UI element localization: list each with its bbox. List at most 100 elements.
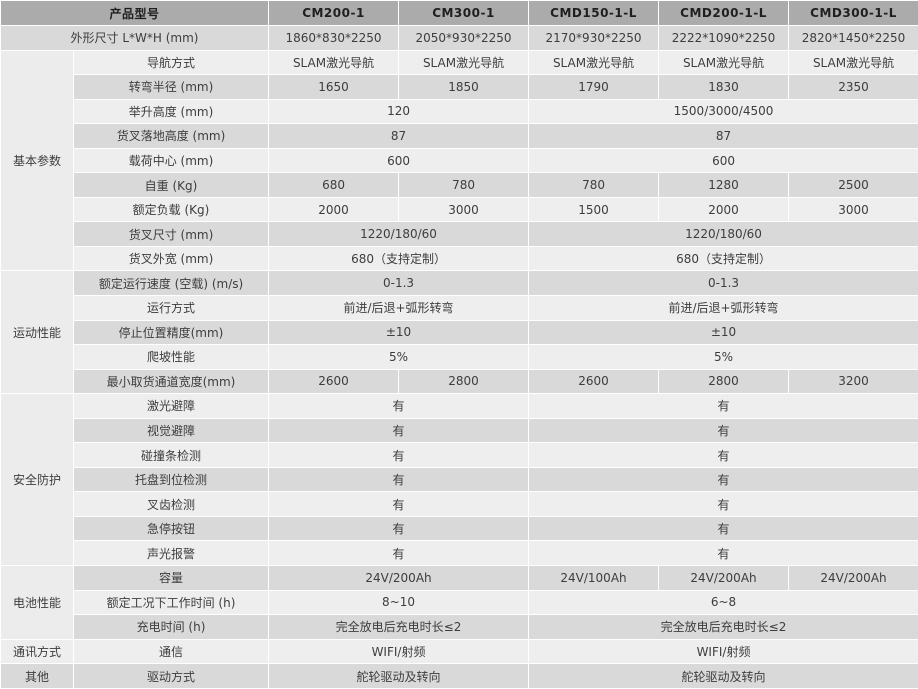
table-row: 额定负载 (Kg) 2000 3000 1500 2000 3000 — [1, 196, 918, 223]
value-cell: 完全放电后充电时长≤2 — [528, 614, 918, 640]
value-cell: 舵轮驱动及转向 — [268, 663, 530, 689]
param-label-cell: 容量 — [72, 565, 270, 591]
table-row: 托盘到位检测有有 — [1, 466, 918, 493]
value-cell: 有 — [528, 491, 918, 517]
param-label-cell: 声光报警 — [72, 540, 270, 567]
value-cell: 1790 — [528, 74, 660, 100]
value-cell: 24V/200Ah — [788, 565, 918, 591]
value-cell: 有 — [528, 393, 918, 419]
table-row: 货叉外宽 (mm) 680（支持定制） 680（支持定制） — [1, 245, 918, 272]
table-row: 载荷中心 (mm) 600 600 — [1, 147, 918, 174]
column-header: CMD150-1-L — [528, 0, 660, 26]
group-label-cell: 基本参数 — [0, 49, 74, 272]
column-header: CM200-1 — [268, 0, 400, 26]
value-cell: 有 — [528, 466, 918, 493]
corner-header: 产品型号 — [0, 0, 270, 26]
table-row: 爬坡性能 5% 5% — [1, 344, 918, 370]
value-cell: 有 — [268, 540, 530, 567]
param-label-cell: 激光避障 — [72, 393, 270, 419]
value-cell: 600 — [268, 147, 530, 174]
header-row: 产品型号 CM200-1 CM300-1 CMD150-1-L CMD200-1-L CM… — [0, 0, 918, 26]
value-cell: 2222*1090*2250 — [658, 25, 790, 51]
value-cell: SLAM激光导航 — [788, 49, 918, 76]
value-cell: 600 — [528, 147, 918, 174]
value-cell: SLAM激光导航 — [658, 49, 790, 76]
table-row: 额定工况下工作时间 (h) 8~10 6~8 — [1, 589, 918, 616]
param-label-cell: 转弯半径 (mm) — [72, 74, 270, 100]
table-row: 其他 驱动方式 舵轮驱动及转向 舵轮驱动及转向 — [0, 663, 918, 689]
value-cell: 有 — [268, 417, 530, 444]
value-cell: 24V/200Ah — [268, 565, 530, 591]
value-cell: 3000 — [398, 196, 530, 223]
param-label-cell: 举升高度 (mm) — [72, 98, 270, 125]
value-cell: 2600 — [528, 368, 660, 395]
value-cell: 有 — [268, 515, 530, 542]
value-cell: 1280 — [658, 172, 790, 198]
value-cell: 舵轮驱动及转向 — [528, 663, 918, 689]
group-label-cell: 安全防护 — [0, 393, 74, 567]
param-label-cell: 叉齿检测 — [72, 491, 270, 517]
value-cell: 1850 — [398, 74, 530, 100]
value-cell: 24V/100Ah — [528, 565, 660, 591]
value-cell: 完全放电后充电时长≤2 — [268, 614, 530, 640]
table-row: 停止位置精度(mm) ±10 ±10 — [1, 319, 918, 346]
value-cell: ±10 — [268, 319, 530, 346]
column-header: CM300-1 — [398, 0, 530, 26]
param-label-cell: 托盘到位检测 — [72, 466, 270, 493]
value-cell: 87 — [528, 123, 918, 149]
value-cell: 1500/3000/4500 — [528, 98, 918, 125]
value-cell: 有 — [268, 393, 530, 419]
spec-table-body: 外形尺寸 L*W*H (mm) 1860*830*2250 2050*930*225… — [0, 25, 918, 689]
value-cell: 2050*930*2250 — [398, 25, 530, 51]
table-row: 外形尺寸 L*W*H (mm) 1860*830*2250 2050*930*225… — [0, 25, 918, 51]
group-label-cell: 电池性能 — [0, 565, 74, 640]
table-row: 通讯方式 通信 WIFI/射频 WIFI/射频 — [0, 638, 918, 665]
value-cell: 2600 — [268, 368, 400, 395]
param-label-cell: 导航方式 — [72, 49, 270, 76]
group-label-cell: 其他 — [0, 663, 74, 689]
value-cell: 有 — [268, 466, 530, 493]
param-label-cell: 爬坡性能 — [72, 344, 270, 370]
value-cell: SLAM激光导航 — [268, 49, 400, 76]
param-label-cell: 货叉外宽 (mm) — [72, 245, 270, 272]
value-cell: 1830 — [658, 74, 790, 100]
column-header: CMD200-1-L — [658, 0, 790, 26]
value-cell: 有 — [268, 491, 530, 517]
value-cell: 有 — [528, 442, 918, 468]
value-cell: SLAM激光导航 — [528, 49, 660, 76]
param-label-cell: 外形尺寸 L*W*H (mm) — [0, 25, 270, 51]
value-cell: 2800 — [398, 368, 530, 395]
value-cell: 24V/200Ah — [658, 565, 790, 591]
value-cell: 3200 — [788, 368, 918, 395]
value-cell: 有 — [528, 540, 918, 567]
value-cell: 1500 — [528, 196, 660, 223]
value-cell: SLAM激光导航 — [398, 49, 530, 76]
value-cell: ±10 — [528, 319, 918, 346]
value-cell: 前进/后退+弧形转弯 — [268, 295, 530, 321]
value-cell: WIFI/射频 — [528, 638, 918, 665]
param-label-cell: 货叉尺寸 (mm) — [72, 221, 270, 247]
param-label-cell: 停止位置精度(mm) — [72, 319, 270, 346]
param-label-cell: 自重 (Kg) — [72, 172, 270, 198]
param-label-cell: 载荷中心 (mm) — [72, 147, 270, 174]
table-row: 视觉避障有有 — [1, 417, 918, 444]
value-cell: 87 — [268, 123, 530, 149]
table-row: 自重 (Kg) 680 780 780 1280 2500 — [1, 172, 918, 198]
param-label-cell: 驱动方式 — [72, 663, 270, 689]
value-cell: 前进/后退+弧形转弯 — [528, 295, 918, 321]
value-cell: 有 — [268, 442, 530, 468]
value-cell: 1220/180/60 — [528, 221, 918, 247]
param-label-cell: 充电时间 (h) — [72, 614, 270, 640]
value-cell: 120 — [268, 98, 530, 125]
param-label-cell: 运行方式 — [72, 295, 270, 321]
value-cell: 3000 — [788, 196, 918, 223]
value-cell: 有 — [528, 515, 918, 542]
param-label-cell: 额定运行速度 (空载) (m/s) — [72, 270, 270, 297]
value-cell: 1860*830*2250 — [268, 25, 400, 51]
value-cell: 2170*930*2250 — [528, 25, 660, 51]
value-cell: 2000 — [658, 196, 790, 223]
table-row: 电池性能 容量 24V/200Ah 24V/100Ah 24V/200Ah 24V/200… — [0, 565, 918, 640]
value-cell: 680 — [268, 172, 400, 198]
value-cell: 680（支持定制） — [528, 245, 918, 272]
